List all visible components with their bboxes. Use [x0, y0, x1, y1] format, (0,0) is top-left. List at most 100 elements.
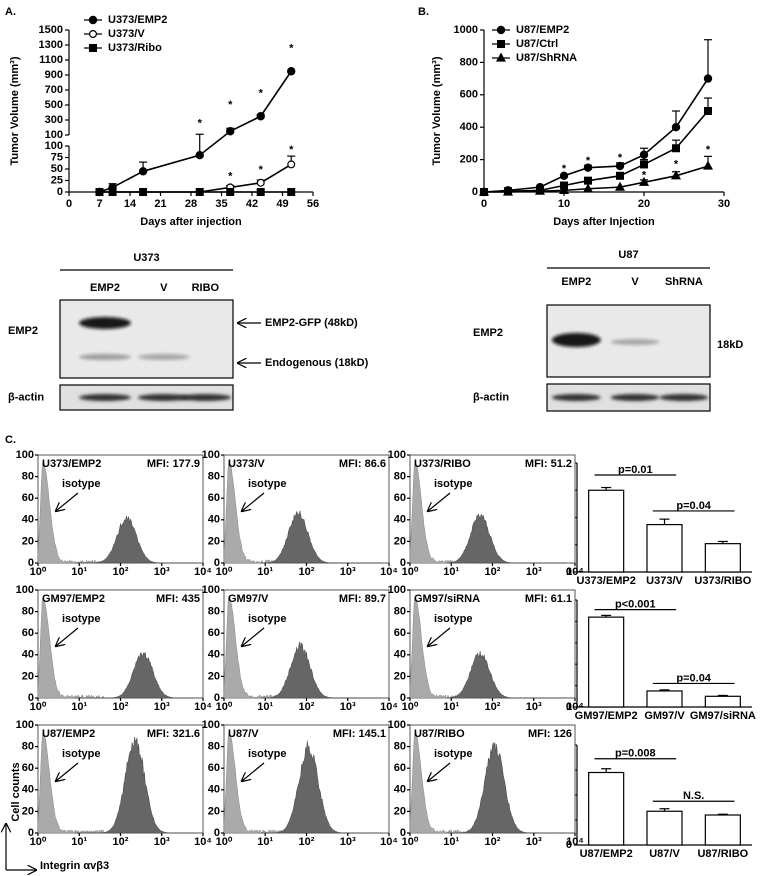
histogram-title: U373/RIBO [414, 458, 471, 470]
significance: * [618, 152, 623, 164]
marker [196, 152, 203, 159]
x-tick-label: 10⁰ [402, 836, 419, 848]
y-tick-label: 800 [460, 56, 478, 68]
y-tick-label: 20 [208, 535, 220, 547]
x-tick-label: 10³ [526, 836, 542, 848]
significance: * [586, 155, 591, 167]
legend-label: U87/EMP2 [516, 24, 569, 36]
isotype-label: isotype [248, 613, 287, 625]
y-tick-label: 300 [45, 114, 63, 126]
bar [647, 691, 682, 707]
x-tick-label: 10⁰ [402, 566, 419, 578]
x-tick-label: 7 [96, 198, 102, 210]
x-tick-label: 10² [485, 566, 501, 578]
x-tick-label: 10⁰ [30, 566, 47, 578]
histogram-title: U373/V [228, 458, 265, 470]
row-label: EMP2 [8, 325, 38, 337]
y-tick-label: 100 [45, 129, 63, 141]
marker [288, 189, 295, 196]
lane-label: EMP2 [561, 276, 591, 288]
y-tick-label: 20 [394, 670, 406, 682]
y-tick-label: 1000 [454, 24, 478, 36]
band [79, 354, 131, 360]
significance: * [642, 170, 647, 182]
x-tick-label: 10¹ [257, 701, 273, 713]
x-tick-label: U373/RIBO [694, 575, 751, 587]
y-tick-label: 20 [22, 535, 34, 547]
marker [227, 189, 234, 196]
y-tick-label: 80 [394, 471, 406, 483]
marker [704, 162, 712, 169]
bar [589, 490, 624, 572]
lane-label: V [160, 282, 168, 294]
isotype-label: isotype [62, 478, 101, 490]
isotype-label: isotype [434, 613, 473, 625]
band [79, 317, 131, 329]
x-tick-label: 10⁴ [380, 566, 398, 578]
x-tick-label: 10⁰ [216, 701, 233, 713]
cell-line: U87 [618, 249, 638, 261]
x-tick-label: U87/RIBO [697, 848, 748, 860]
x-tick-label: 10³ [154, 836, 170, 848]
y-tick-label: 20 [208, 670, 220, 682]
p-value: N.S. [683, 790, 704, 802]
mfi-label: MFI: 145.1 [333, 728, 386, 740]
y-tick-label: 500 [45, 99, 63, 111]
x-tick-label: 10⁴ [566, 836, 584, 848]
legend-label: U373/V [108, 28, 145, 40]
x-tick-label: 10² [299, 836, 315, 848]
marker [139, 168, 146, 175]
row-label: β-actin [8, 391, 44, 403]
bar [589, 617, 624, 707]
x-tick-label: GM97/siRNA [690, 710, 756, 722]
row-label: β-actin [473, 391, 509, 403]
legend-marker [90, 45, 97, 52]
y-tick-label: 700 [45, 84, 63, 96]
actin-band [659, 394, 708, 401]
x-tick-label: 56 [307, 198, 319, 210]
y-tick-label: 80 [22, 606, 34, 618]
band [611, 339, 660, 345]
marker [705, 108, 712, 115]
lane-label: V [631, 276, 639, 288]
histogram-title: U87/V [228, 728, 259, 740]
histogram-title: GM97/siRNA [414, 593, 480, 605]
isotype-label: isotype [248, 478, 287, 490]
y-tick-label: 40 [394, 649, 406, 661]
x-tick-label: 10² [113, 701, 129, 713]
y-tick-label: 0 [57, 186, 63, 198]
y-tick-label: 100 [388, 719, 406, 731]
y-tick-label: 60 [22, 627, 34, 639]
x-tick-label: U87/V [649, 848, 680, 860]
y-tick-label: 100 [202, 584, 220, 596]
marker [257, 113, 264, 120]
y-tick-label: 1100 [39, 54, 63, 66]
x-tick-label: U87/EMP2 [580, 848, 633, 860]
mfi-label: MFI: 321.6 [147, 728, 200, 740]
bar [647, 811, 682, 845]
x-tick-label: 21 [154, 198, 166, 210]
x-tick-label: 0 [66, 198, 72, 210]
histogram-title: U87/RIBO [414, 728, 465, 740]
band-label: 18kD [717, 339, 743, 351]
x-tick-label: 35 [215, 198, 227, 210]
p-value: p=0.008 [615, 748, 656, 760]
y-tick-label: 100 [16, 449, 34, 461]
legend-label: U87/ShRNA [516, 52, 577, 64]
y-tick-label: 40 [22, 649, 34, 661]
significance: * [674, 158, 679, 170]
y-tick-label: 60 [22, 492, 34, 504]
y-tick-label: 25 [51, 174, 63, 186]
y-tick-label: 600 [460, 89, 478, 101]
significance: * [259, 164, 264, 176]
x-tick-label: 10² [299, 701, 315, 713]
y-tick-label: 80 [22, 471, 34, 483]
marker [257, 189, 264, 196]
x-tick-label: 20 [638, 198, 650, 210]
isotype-label: isotype [62, 748, 101, 760]
marker [96, 189, 103, 196]
legend-label: U373/Ribo [108, 42, 162, 54]
legend-label: U87/Ctrl [516, 38, 558, 50]
y-tick-label: 100 [202, 449, 220, 461]
marker [672, 124, 679, 131]
